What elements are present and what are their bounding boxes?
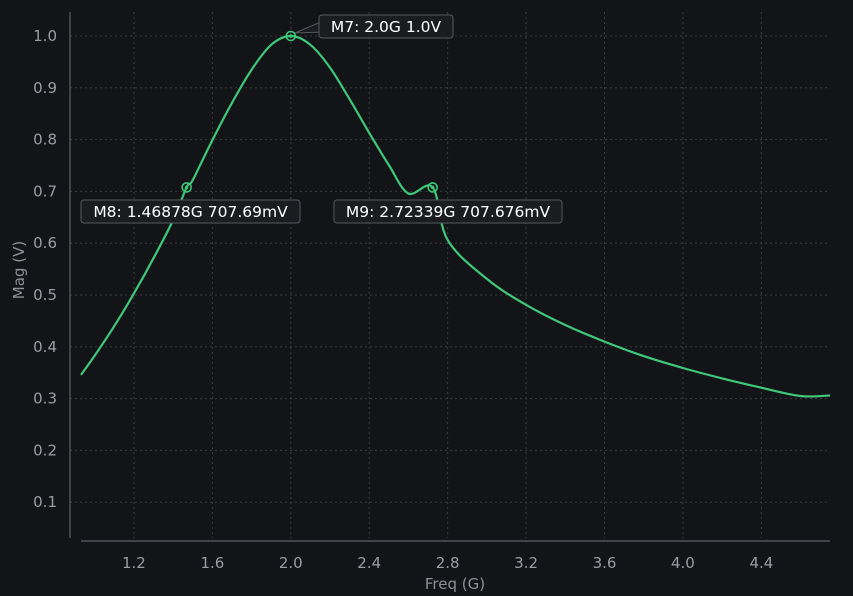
marker: M9: 2.72339G 707.676mV bbox=[333, 182, 563, 224]
y-tick-label: 0.7 bbox=[33, 182, 57, 200]
y-tick-label: 0.3 bbox=[33, 390, 57, 408]
y-tick-labels: 0.1 0.2 0.3 0.4 0.5 0.6 0.7 0.8 0.9 1.0 bbox=[33, 27, 57, 511]
y-tick-label: 0.8 bbox=[33, 131, 57, 149]
y-tick-label: 0.2 bbox=[33, 441, 57, 459]
markers: M7: 2.0G 1.0V M8: 1.46878G 707.69mV M9: 2.… bbox=[80, 14, 563, 224]
marker-dot bbox=[288, 34, 293, 38]
marker-ring bbox=[285, 30, 297, 42]
y-tick-label: 0.9 bbox=[33, 79, 57, 97]
x-tick-label: 1.2 bbox=[122, 554, 146, 572]
marker-dot bbox=[430, 185, 435, 190]
marker-dot bbox=[184, 185, 189, 190]
grid bbox=[70, 12, 830, 538]
y-tick-label: 1.0 bbox=[33, 27, 57, 45]
marker-label: M8: 1.46878G 707.69mV bbox=[93, 203, 288, 221]
marker-label: M7: 2.0G 1.0V bbox=[331, 18, 442, 36]
x-tick-label: 3.6 bbox=[593, 554, 617, 572]
marker-label-box bbox=[318, 14, 454, 39]
x-tick-label: 2.4 bbox=[357, 554, 381, 572]
marker-ring bbox=[427, 182, 438, 193]
y-tick-label: 0.4 bbox=[33, 338, 57, 356]
x-tick-label: 4.4 bbox=[749, 554, 773, 572]
marker-label-box bbox=[333, 199, 563, 224]
y-tick-label: 0.5 bbox=[33, 286, 57, 304]
marker-ring bbox=[181, 182, 192, 193]
marker: M7: 2.0G 1.0V bbox=[285, 14, 454, 42]
marker-label-box bbox=[80, 199, 301, 224]
x-tick-label: 2.0 bbox=[279, 554, 303, 572]
y-tick-label: 0.6 bbox=[33, 234, 57, 252]
y-axis-title: Mag (V) bbox=[10, 241, 28, 299]
x-tick-label: 4.0 bbox=[671, 554, 695, 572]
marker-label: M9: 2.72339G 707.676mV bbox=[346, 203, 551, 221]
marker: M8: 1.46878G 707.69mV bbox=[80, 182, 301, 224]
x-tick-labels: 1.2 1.6 2.0 2.4 2.8 3.2 3.6 4.0 4.4 bbox=[122, 554, 773, 572]
x-tick-label: 3.2 bbox=[514, 554, 538, 572]
x-tick-label: 1.6 bbox=[200, 554, 224, 572]
x-tick-label: 2.8 bbox=[436, 554, 460, 572]
x-axis-title: Freq (G) bbox=[425, 575, 485, 593]
y-tick-label: 0.1 bbox=[33, 493, 57, 511]
